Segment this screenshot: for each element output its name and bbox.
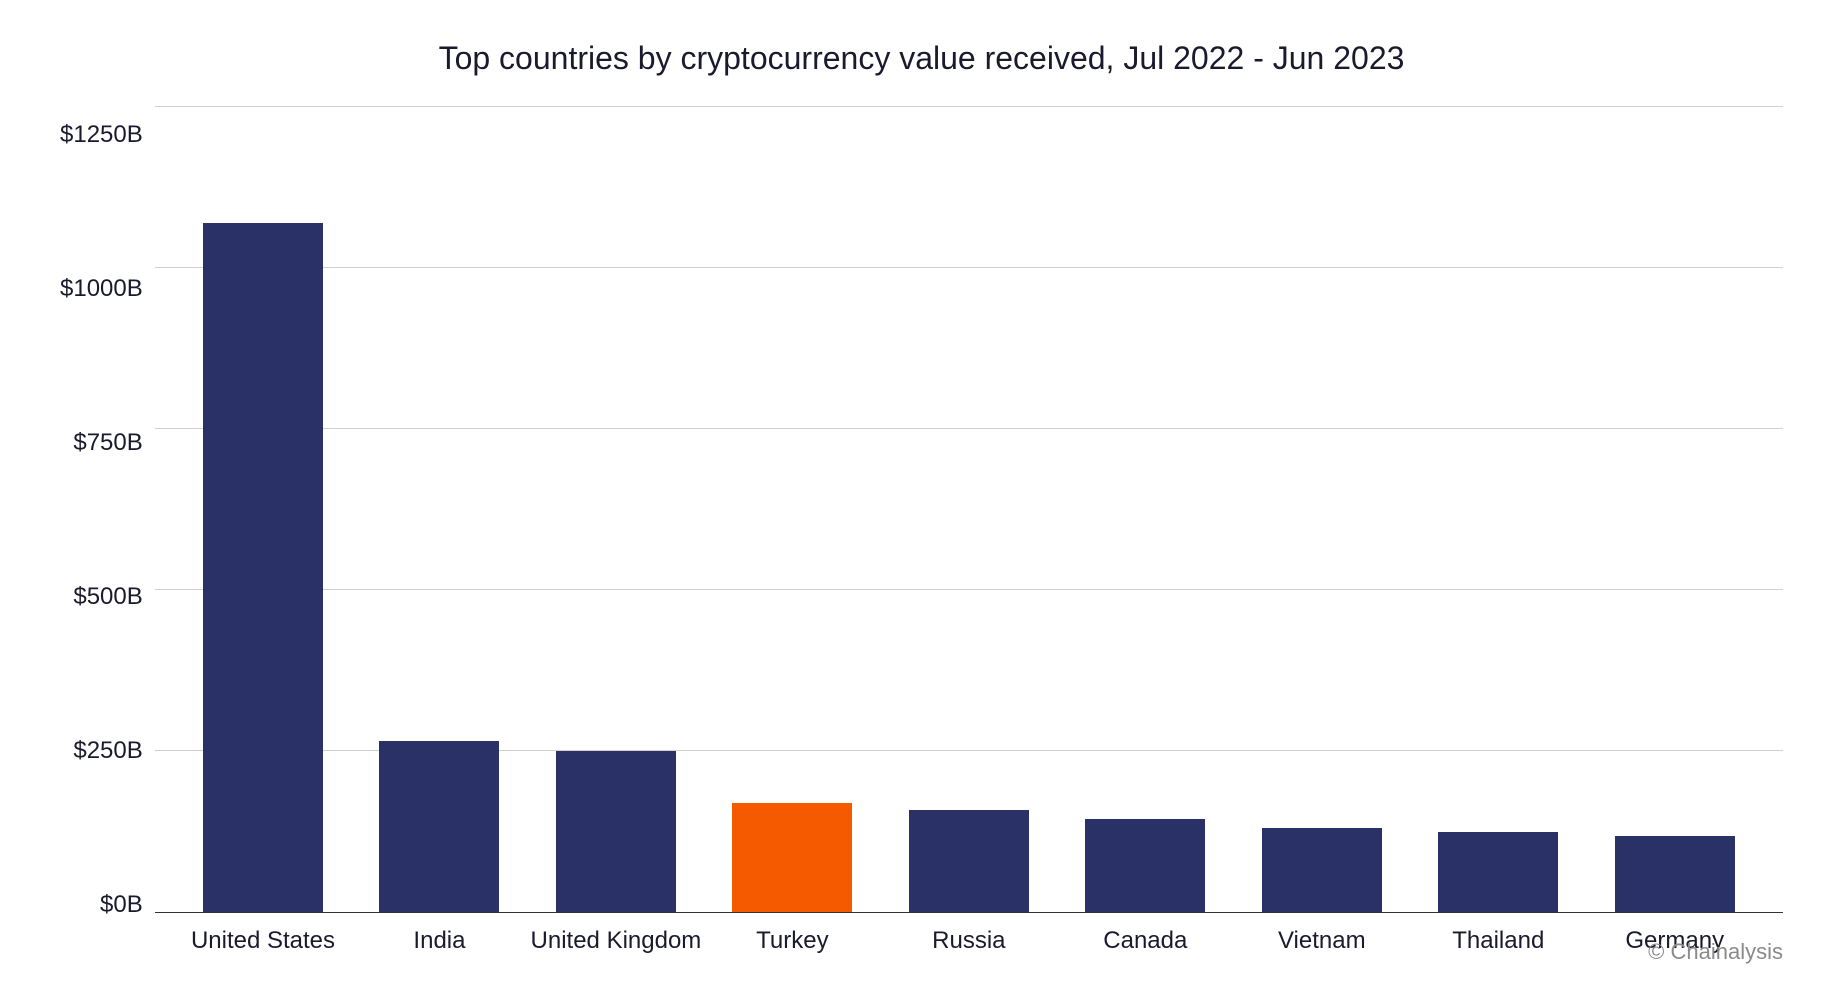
- bar: [1262, 828, 1382, 912]
- y-axis: $1250B $1000B $750B $500B $250B $0B: [60, 107, 155, 955]
- x-tick-label: United Kingdom: [528, 927, 704, 955]
- bar: [379, 741, 499, 912]
- plot-area: United StatesIndiaUnited KingdomTurkeyRu…: [155, 107, 1783, 955]
- x-axis: United StatesIndiaUnited KingdomTurkeyRu…: [155, 913, 1783, 955]
- y-tick-label: $1250B: [60, 121, 143, 149]
- bar-wrapper: [704, 107, 880, 912]
- y-tick-label: $1000B: [60, 275, 143, 303]
- bar-wrapper: [881, 107, 1057, 912]
- bar-wrapper: [1410, 107, 1586, 912]
- x-tick-label: Thailand: [1410, 927, 1586, 955]
- bar: [1615, 836, 1735, 912]
- bar-wrapper: [1057, 107, 1233, 912]
- bar: [203, 223, 323, 912]
- bar: [909, 810, 1029, 912]
- bar: [556, 751, 676, 912]
- bar: [732, 803, 852, 912]
- chart-container: Top countries by cryptocurrency value re…: [60, 40, 1783, 955]
- y-tick-label: $0B: [100, 891, 143, 919]
- chart-area: $1250B $1000B $750B $500B $250B $0B Unit…: [60, 107, 1783, 955]
- bar-wrapper: [1587, 107, 1763, 912]
- bar: [1438, 832, 1558, 913]
- bar: [1085, 819, 1205, 912]
- bar-wrapper: [1234, 107, 1410, 912]
- chart-title: Top countries by cryptocurrency value re…: [60, 40, 1783, 77]
- bar-wrapper: [528, 107, 704, 912]
- bar-wrapper: [351, 107, 527, 912]
- y-tick-label: $500B: [73, 583, 142, 611]
- attribution-text: © Chainalysis: [1648, 939, 1783, 965]
- x-tick-label: Vietnam: [1234, 927, 1410, 955]
- bars-group: [155, 107, 1783, 912]
- x-tick-label: Canada: [1057, 927, 1233, 955]
- x-tick-label: India: [351, 927, 527, 955]
- y-tick-label: $750B: [73, 429, 142, 457]
- grid-area: [155, 107, 1783, 913]
- x-tick-label: United States: [175, 927, 351, 955]
- y-tick-label: $250B: [73, 737, 142, 765]
- x-tick-label: Turkey: [704, 927, 880, 955]
- bar-wrapper: [175, 107, 351, 912]
- x-tick-label: Russia: [881, 927, 1057, 955]
